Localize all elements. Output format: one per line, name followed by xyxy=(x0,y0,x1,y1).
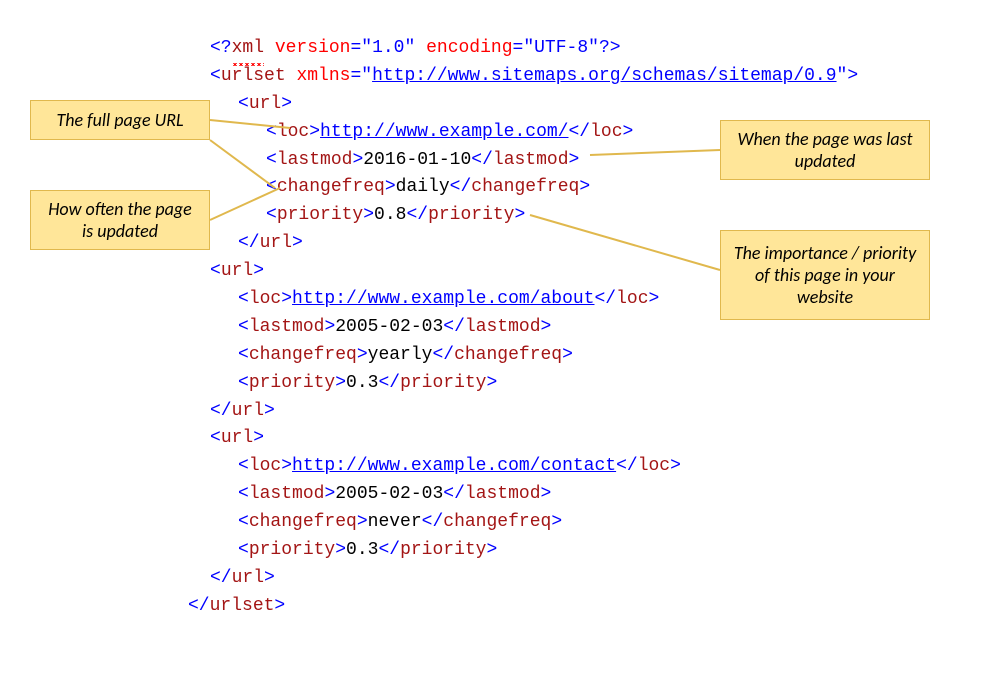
loc-link[interactable]: http://www.example.com/ xyxy=(320,122,568,142)
callout-lastmod: When the page was last updated xyxy=(720,120,930,180)
lastmod-line: <lastmod>2005-02-03</lastmod> xyxy=(210,481,858,509)
urlset-open: <urlset xmlns="http://www.sitemaps.org/s… xyxy=(210,63,858,91)
url-open: <url> xyxy=(210,91,858,119)
callout-full-url: The full page URL xyxy=(30,100,210,140)
priority-line: <priority>0.3</priority> xyxy=(210,370,858,398)
url-open: <url> xyxy=(210,425,858,453)
priority-line: <priority>0.8</priority> xyxy=(210,202,858,230)
callout-priority: The importance / priority of this page i… xyxy=(720,230,930,320)
urlset-close: </urlset> xyxy=(188,593,858,621)
loc-link[interactable]: http://www.example.com/contact xyxy=(292,456,616,476)
loc-link[interactable]: http://www.example.com/about xyxy=(292,289,594,309)
changefreq-line: <changefreq>yearly</changefreq> xyxy=(210,342,858,370)
loc-line: <loc>http://www.example.com/contact</loc… xyxy=(210,453,858,481)
xml-declaration: <?xml version="1.0" encoding="UTF-8"?> xyxy=(210,35,858,63)
url-close: </url> xyxy=(210,398,858,426)
changefreq-line: <changefreq>never</changefreq> xyxy=(210,509,858,537)
xmlns-link[interactable]: http://www.sitemaps.org/schemas/sitemap/… xyxy=(372,66,836,86)
priority-line: <priority>0.3</priority> xyxy=(210,537,858,565)
url-close: </url> xyxy=(210,565,858,593)
callout-changefreq: How often the page is updated xyxy=(30,190,210,250)
